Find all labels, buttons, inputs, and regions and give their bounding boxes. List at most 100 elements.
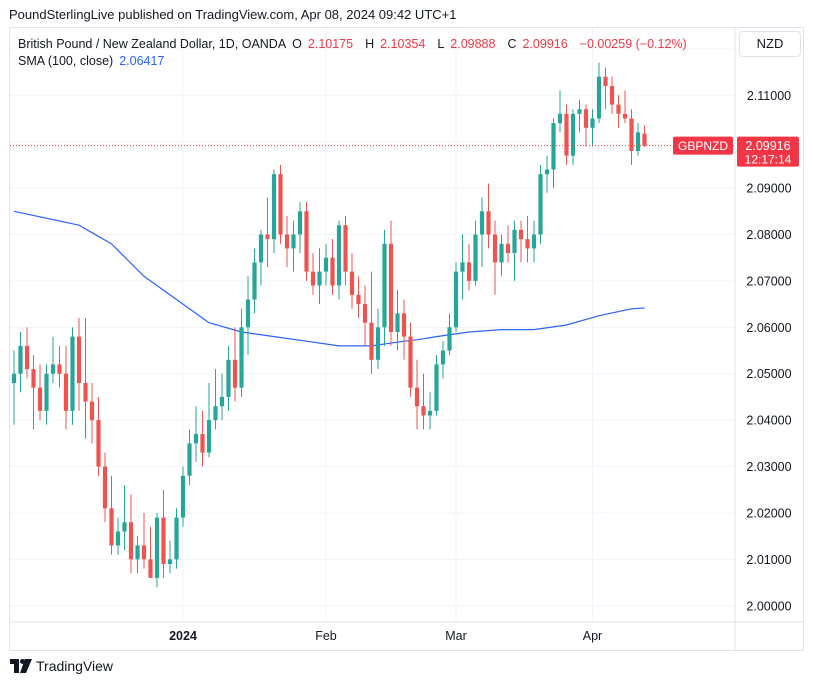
candle-body bbox=[551, 123, 556, 170]
change-value: −0.00259 (−0.12%) bbox=[579, 37, 687, 51]
candle-body bbox=[115, 531, 121, 546]
sma-value: 2.06417 bbox=[119, 54, 165, 68]
candle-body bbox=[83, 383, 88, 402]
candle-body bbox=[76, 336, 82, 384]
tradingview-brand: TradingView bbox=[36, 658, 114, 674]
x-tick-label: Apr bbox=[583, 629, 602, 643]
candle-body bbox=[135, 545, 140, 560]
candle-body bbox=[187, 443, 192, 476]
candle-body bbox=[349, 271, 355, 295]
tradingview-icon bbox=[10, 659, 32, 673]
candle-body bbox=[219, 396, 225, 407]
currency-button[interactable]: NZD bbox=[739, 31, 801, 57]
candle-body bbox=[388, 243, 394, 332]
y-tick-label: 2.05000 bbox=[746, 367, 791, 381]
candle-body bbox=[180, 475, 186, 518]
candle-body bbox=[122, 522, 127, 532]
chart-legend: British Pound / New Zealand Dollar, 1D, … bbox=[18, 36, 693, 70]
price-tag-countdown: 12:17:14 bbox=[745, 153, 792, 167]
candle-body bbox=[317, 271, 322, 286]
candle-body bbox=[603, 76, 608, 87]
candle-body bbox=[154, 517, 160, 578]
close-value: 2.09916 bbox=[522, 37, 568, 51]
candle-body bbox=[174, 517, 179, 560]
candle-body bbox=[200, 434, 205, 453]
candle-body bbox=[89, 401, 95, 421]
candle-body bbox=[252, 262, 257, 300]
sma-label: SMA (100, close) bbox=[18, 54, 114, 68]
candle-body bbox=[577, 109, 582, 114]
close-label: C bbox=[507, 37, 517, 51]
price-tag-value: 2.09916 bbox=[745, 139, 790, 153]
candle-body bbox=[213, 406, 218, 421]
candle-body bbox=[297, 211, 303, 235]
publish-attribution: PoundSterlingLive published on TradingVi… bbox=[9, 7, 457, 22]
candle-body bbox=[31, 369, 36, 388]
candle-body bbox=[96, 420, 101, 467]
candle-body bbox=[245, 299, 251, 328]
candle-body bbox=[239, 327, 244, 388]
candle-body bbox=[414, 387, 420, 407]
candle-body bbox=[278, 174, 283, 235]
candle-body bbox=[18, 345, 23, 374]
candle-body bbox=[141, 545, 147, 560]
candle-body bbox=[232, 359, 238, 388]
candle-body bbox=[102, 466, 108, 509]
candle-body bbox=[635, 132, 641, 151]
candle-body bbox=[616, 104, 621, 114]
candle-body bbox=[128, 522, 134, 560]
y-tick-label: 2.03000 bbox=[746, 460, 791, 474]
candle-body bbox=[63, 373, 69, 411]
candle-body bbox=[109, 508, 114, 546]
candle-body bbox=[499, 243, 504, 263]
candle-body bbox=[492, 234, 498, 263]
candle-body bbox=[512, 229, 517, 254]
y-tick-label: 2.07000 bbox=[746, 274, 791, 288]
tradingview-logo[interactable]: TradingView bbox=[10, 658, 113, 674]
candle-body bbox=[70, 336, 75, 411]
y-tick-label: 2.02000 bbox=[746, 506, 791, 520]
candle-body bbox=[37, 387, 43, 411]
open-value: 2.10175 bbox=[307, 37, 354, 51]
symbol-description: British Pound / New Zealand Dollar, 1D, … bbox=[18, 37, 287, 51]
candle-body bbox=[304, 211, 309, 272]
candle-body bbox=[161, 517, 166, 564]
candle-body bbox=[564, 113, 569, 156]
candle-body bbox=[434, 364, 439, 411]
ohlc-row: British Pound / New Zealand Dollar, 1D, … bbox=[18, 36, 693, 53]
candle-body bbox=[148, 559, 153, 578]
open-label: O bbox=[292, 37, 302, 51]
candle-body bbox=[271, 174, 277, 240]
candle-body bbox=[44, 373, 49, 411]
candle-body bbox=[395, 313, 400, 332]
candle-body bbox=[323, 257, 329, 272]
price-tag bbox=[737, 136, 799, 167]
candle-body bbox=[362, 304, 368, 323]
candle-body bbox=[538, 174, 543, 235]
candle-body bbox=[310, 271, 316, 286]
candle-body bbox=[473, 234, 478, 281]
candle-body bbox=[50, 364, 56, 374]
candle-body bbox=[453, 271, 459, 328]
candle-body bbox=[525, 239, 530, 249]
candle-body bbox=[206, 420, 212, 453]
sma-row[interactable]: SMA (100, close) 2.06417 bbox=[18, 53, 693, 70]
candle-body bbox=[265, 234, 270, 240]
x-tick-label: Mar bbox=[445, 629, 467, 643]
candle-body bbox=[401, 313, 407, 337]
candle-body bbox=[466, 262, 472, 281]
candle-body bbox=[427, 410, 433, 416]
candle-body bbox=[629, 118, 634, 151]
candle-body bbox=[622, 113, 628, 119]
candle-body bbox=[486, 211, 491, 235]
candle-body bbox=[291, 234, 296, 249]
candle-body bbox=[531, 234, 537, 249]
symbol-tag-label: GBPNZD bbox=[678, 139, 728, 153]
candle-body bbox=[642, 133, 647, 146]
candle-body bbox=[557, 113, 563, 124]
y-tick-label: 2.09000 bbox=[746, 182, 791, 196]
candle-body bbox=[505, 243, 511, 254]
high-label: H bbox=[365, 37, 375, 51]
candle-body bbox=[11, 373, 17, 384]
